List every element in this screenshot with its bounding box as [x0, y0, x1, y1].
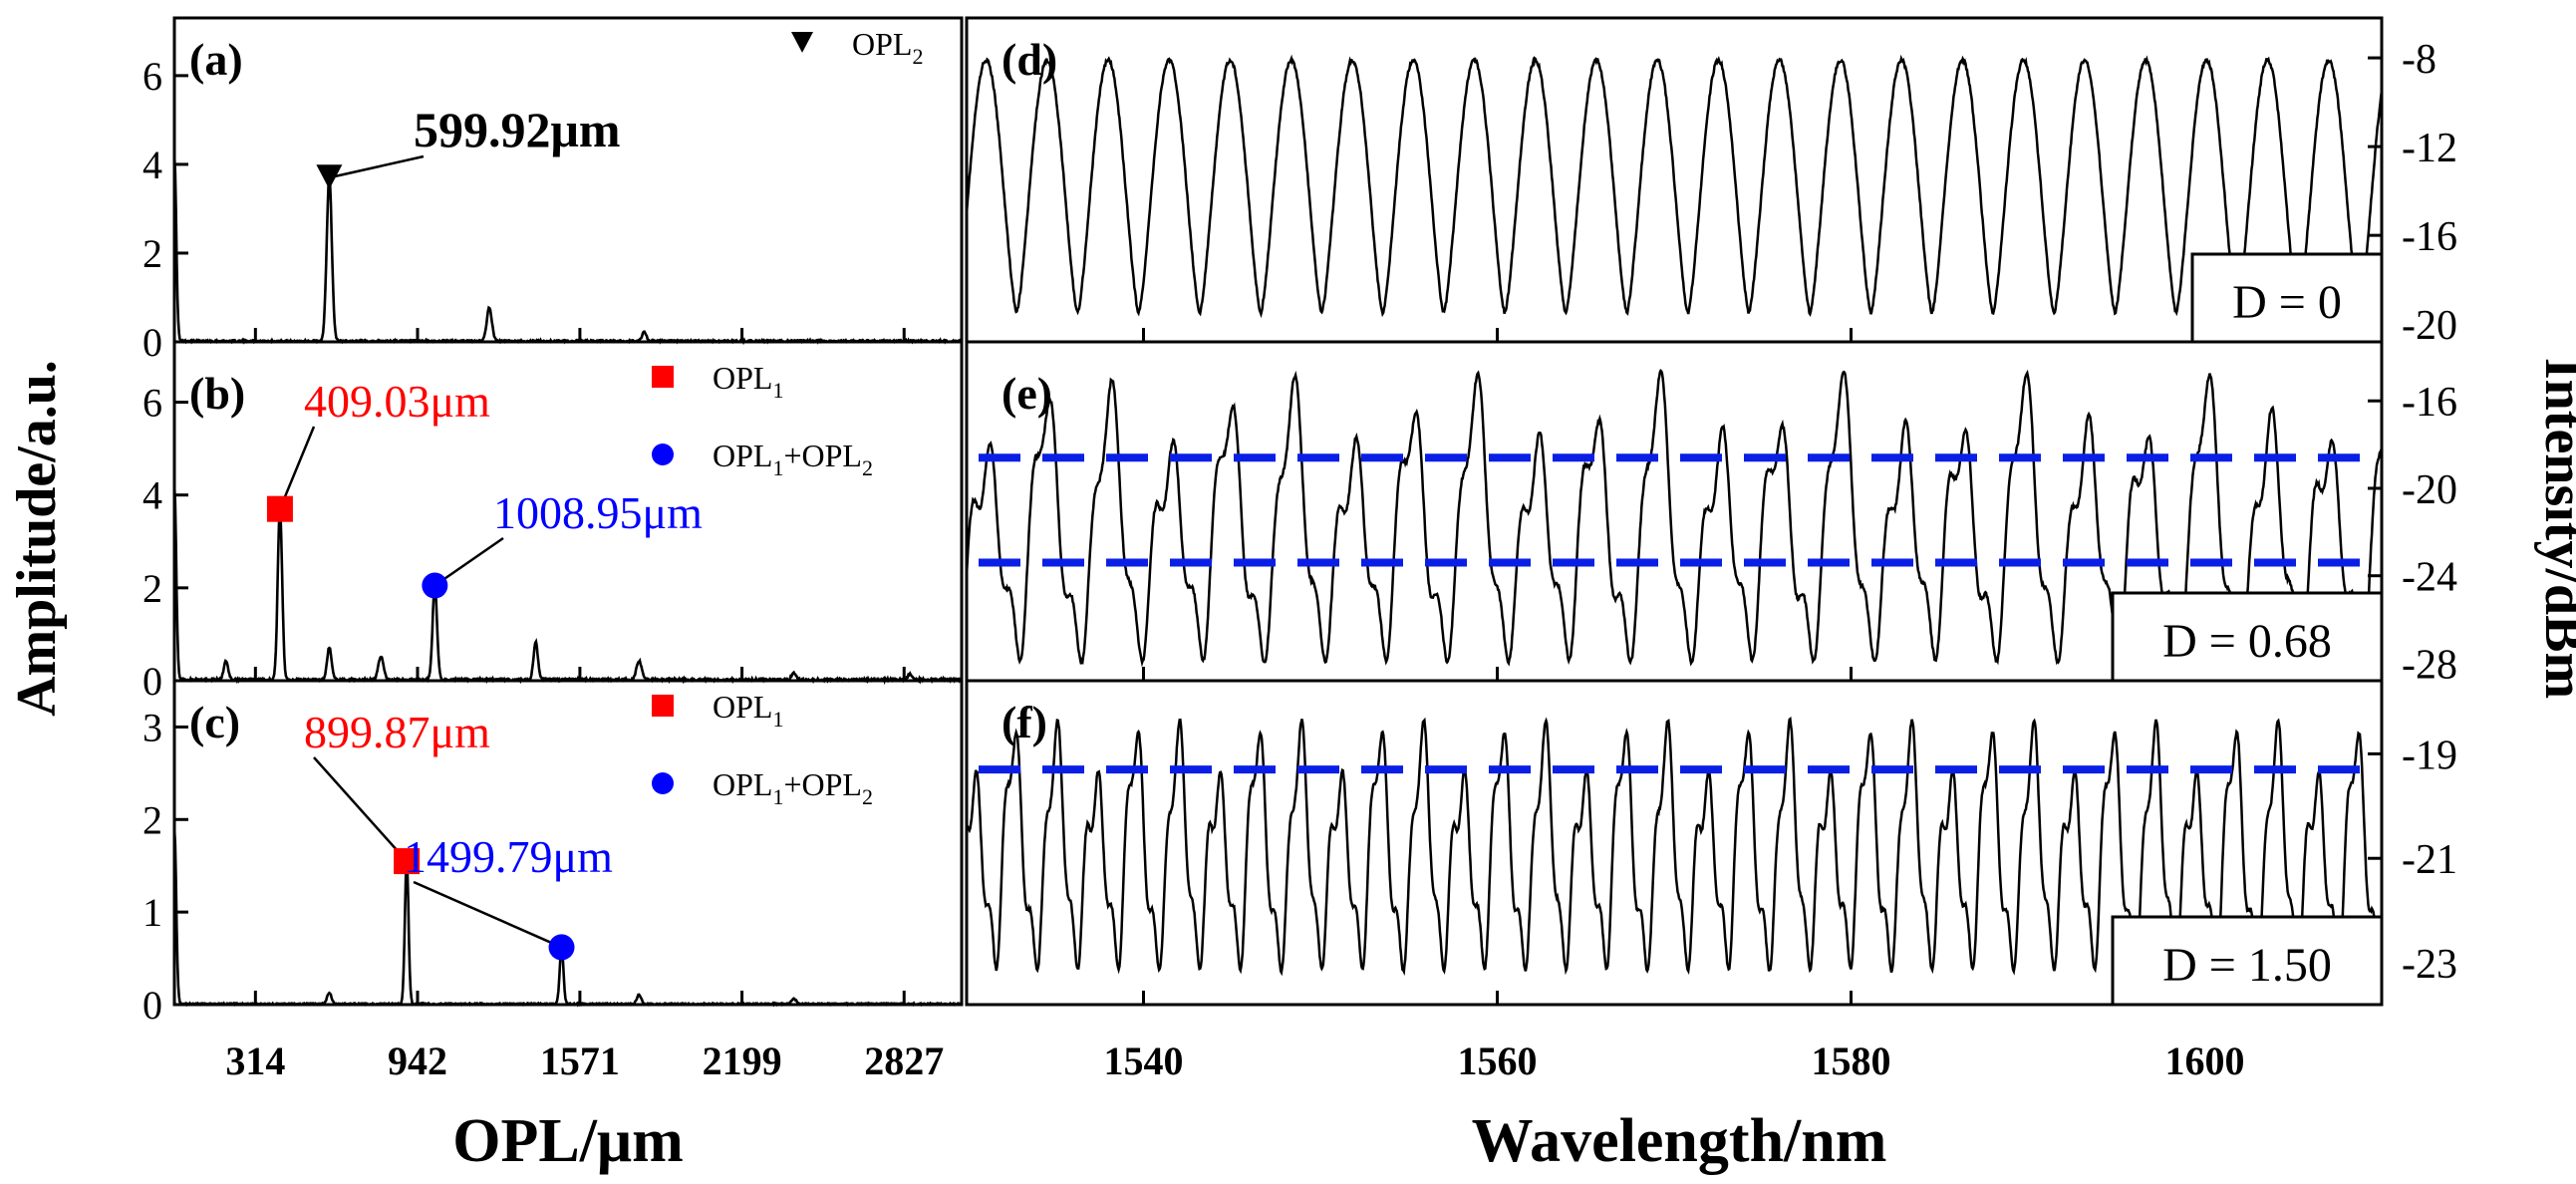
y-tick-label: 4	[143, 143, 162, 187]
square-marker	[266, 495, 293, 522]
panel-tag: (f)	[1002, 697, 1047, 747]
y-tick-label: 6	[143, 381, 162, 426]
circle-marker	[422, 572, 448, 599]
spectrum-panel-d: -8 -12 -16 -20 D = 0 (d)	[965, 16, 2457, 349]
x-tick-label: 2199	[703, 1038, 782, 1083]
panel-tag: (d)	[1002, 34, 1057, 85]
x-tick-label: 1600	[2165, 1038, 2245, 1083]
peak-annotation: 899.87μm	[304, 707, 490, 757]
panel-frame	[965, 679, 2384, 1007]
y-tick-label: 2	[143, 797, 162, 842]
spectrum-panel-e: -16 -20 -24 -28 D = 0.68 (e)	[965, 340, 2457, 688]
circle-marker	[548, 934, 575, 961]
annotation-leader	[278, 426, 316, 510]
y-tick-label: -24	[2402, 555, 2457, 601]
legend-triangle-marker	[791, 32, 813, 53]
y-tick-label: -20	[2402, 303, 2457, 349]
legend-label: OPL1+OPL2	[713, 766, 873, 809]
y-tick-label: 6	[143, 54, 162, 99]
peak-annotation: 1008.95μm	[493, 487, 703, 538]
opl-panel-a: 0 2 4 6 599.92μm OPL2 (a)	[143, 16, 964, 365]
y-tick-label: 2	[143, 566, 162, 611]
spectrum-line	[967, 716, 2382, 977]
y-tick-label: 1	[143, 890, 162, 935]
y-tick-label: -16	[2402, 380, 2457, 426]
peak-annotation: 1499.79μm	[404, 831, 613, 882]
x-tick-label: 2827	[864, 1038, 944, 1083]
y-tick-label: -23	[2402, 942, 2457, 988]
spectrum-line	[967, 54, 2382, 319]
legend-label: OPL1	[713, 360, 783, 403]
spectrum-panel-f: -19 -21 -23 1540 1560 1580 1600 D = 1.50 (f)	[965, 679, 2457, 1083]
legend-box-label: D = 0.68	[2162, 615, 2332, 668]
x-tick-label: 942	[388, 1038, 447, 1083]
opl-panel-c: 0 1 2 3 314 942 1571 2199 2827 899.87μm 1499.79μm O…	[143, 679, 964, 1083]
y-tick-label: -20	[2402, 467, 2457, 513]
triangle-marker	[316, 164, 343, 189]
y-tick-label: 2	[143, 231, 162, 276]
annotation-leader	[433, 536, 504, 587]
legend-box	[2190, 252, 2384, 344]
x-tick-label: 1560	[1458, 1038, 1538, 1083]
legend-square-marker	[652, 366, 674, 388]
annotation-leader	[413, 880, 563, 949]
panel-frame	[172, 16, 964, 344]
opl-spectrum-line	[172, 154, 963, 346]
x-tick-label: 314	[225, 1038, 285, 1083]
legend-box-label: D = 0	[2232, 276, 2342, 329]
annotation-leader	[329, 154, 425, 179]
y-tick-label: 0	[143, 659, 162, 704]
y-tick-label: -8	[2402, 37, 2436, 83]
right-y-axis-label: Intensity/dBm	[2533, 358, 2576, 699]
legend-label: OPL1	[713, 689, 783, 732]
left-y-axis-label: Amplitude/a.u.	[6, 360, 68, 717]
y-tick-label: 0	[143, 320, 162, 365]
panel-tag: (c)	[189, 697, 240, 747]
y-tick-label: -16	[2402, 214, 2457, 260]
y-tick-label: -12	[2402, 126, 2457, 171]
legend-circle-marker	[652, 772, 674, 794]
y-tick-label: 0	[143, 983, 162, 1028]
y-tick-label: -21	[2402, 837, 2457, 883]
peak-annotation: 409.03μm	[304, 376, 490, 427]
legend-square-marker	[652, 695, 674, 717]
panel-tag: (a)	[189, 34, 243, 85]
square-marker	[394, 848, 421, 875]
legend-box-label: D = 1.50	[2162, 939, 2332, 992]
legend-label: OPL2	[852, 26, 923, 69]
panel-tag: (e)	[1002, 368, 1052, 419]
left-x-axis-label: OPL/μm	[452, 1107, 683, 1175]
right-x-axis-label: Wavelength/nm	[1472, 1107, 1887, 1175]
spectrum-line	[967, 368, 2382, 668]
y-tick-label: -28	[2402, 642, 2457, 688]
y-tick-label: 4	[143, 473, 162, 518]
legend-circle-marker	[652, 444, 674, 465]
peak-annotation: 599.92μm	[414, 102, 621, 157]
legend-label: OPL1+OPL2	[713, 438, 873, 480]
x-tick-label: 1540	[1104, 1038, 1184, 1083]
x-tick-label: 1571	[540, 1038, 620, 1083]
opl-panel-b: 0 2 4 6 409.03μm 1008.95μm OPL1 OPL1+OPL2 (b)	[143, 340, 964, 704]
panel-tag: (b)	[189, 368, 245, 419]
y-tick-label: -19	[2402, 733, 2457, 778]
y-tick-label: 3	[143, 705, 162, 749]
annotation-leader	[313, 756, 409, 862]
x-tick-label: 1580	[1812, 1038, 1891, 1083]
panel-frame	[172, 679, 964, 1007]
